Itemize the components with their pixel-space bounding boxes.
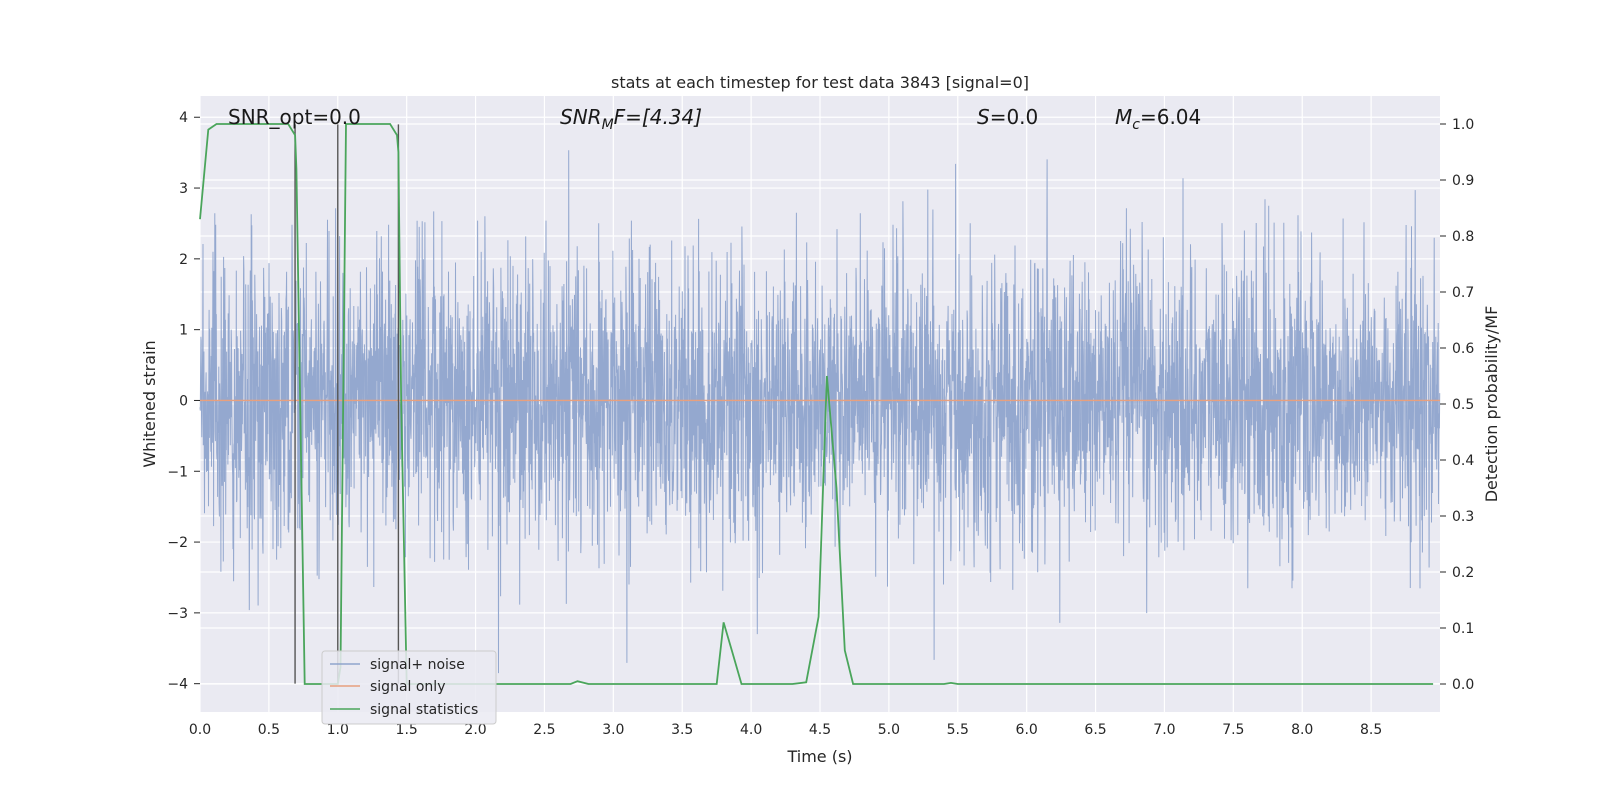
y2-tick-label: 0.4 bbox=[1452, 453, 1474, 469]
annotation-mc: Mc=6.04 bbox=[1115, 105, 1201, 133]
y-tick-label: −2 bbox=[167, 535, 188, 551]
legend: signal+ noise signal only signal statist… bbox=[321, 650, 497, 725]
x-tick-label: 6.5 bbox=[1084, 722, 1106, 738]
legend-label-signal-only: signal only bbox=[370, 679, 445, 695]
y2-tick-label: 0.1 bbox=[1452, 621, 1474, 637]
y2-tick-label: 0.7 bbox=[1452, 285, 1474, 301]
x-tick-label: 2.5 bbox=[533, 722, 555, 738]
line-signal-plus-noise bbox=[199, 150, 1441, 674]
y2-tick-label: 1.0 bbox=[1452, 117, 1474, 133]
y2-ticks: 0.0 0.1 0.2 0.3 0.4 0.5 0.6 0.7 0.8 0.9 1.0 bbox=[1440, 117, 1474, 693]
y-ticks: −4 −3 −2 −1 0 1 2 3 4 bbox=[167, 110, 200, 693]
y-tick-label: 2 bbox=[179, 252, 188, 268]
x-tick-label: 4.5 bbox=[809, 722, 831, 738]
annotation-snr-opt: SNR_opt=0.0 bbox=[228, 105, 361, 129]
series-signal-plus-noise bbox=[199, 150, 1441, 674]
x-axis-label: Time (s) bbox=[786, 747, 852, 766]
x-tick-label: 5.0 bbox=[878, 722, 900, 738]
y2-tick-label: 0.5 bbox=[1452, 397, 1474, 413]
y2-tick-label: 0.6 bbox=[1452, 341, 1474, 357]
y2-tick-label: 0.9 bbox=[1452, 173, 1474, 189]
x-tick-label: 7.0 bbox=[1153, 722, 1175, 738]
y-tick-label: 1 bbox=[179, 323, 188, 339]
legend-box bbox=[321, 650, 497, 725]
y-tick-label: −3 bbox=[167, 606, 188, 622]
x-tick-label: 1.0 bbox=[327, 722, 349, 738]
x-ticks: 0.0 0.5 1.0 1.5 2.0 2.5 3.0 3.5 4.0 4.5 5.0 5.5 6.0 6… bbox=[189, 722, 1382, 738]
y-tick-label: 0 bbox=[179, 393, 188, 409]
legend-label-signal-plus-noise: signal+ noise bbox=[370, 657, 465, 673]
annotation-s: S=0.0 bbox=[977, 105, 1038, 129]
y-tick-label: 3 bbox=[179, 181, 188, 197]
x-tick-label: 2.0 bbox=[464, 722, 486, 738]
x-tick-label: 0.5 bbox=[258, 722, 280, 738]
x-tick-label: 0.0 bbox=[189, 722, 211, 738]
y-tick-label: 4 bbox=[179, 110, 188, 126]
annotation-snr-mf: SNRMF=[4.34] bbox=[560, 105, 702, 133]
y-tick-label: −1 bbox=[167, 464, 188, 480]
chart-title: stats at each timestep for test data 384… bbox=[611, 73, 1029, 92]
y2-axis-label: Detection probability/MF bbox=[1482, 306, 1501, 503]
x-tick-label: 6.0 bbox=[1016, 722, 1038, 738]
legend-label-signal-statistics: signal statistics bbox=[370, 702, 478, 718]
y2-tick-label: 0.2 bbox=[1452, 565, 1474, 581]
x-tick-label: 5.5 bbox=[947, 722, 969, 738]
y-axis-label: Whitened strain bbox=[140, 340, 159, 467]
x-tick-label: 4.0 bbox=[740, 722, 762, 738]
y2-tick-label: 0.8 bbox=[1452, 229, 1474, 245]
x-tick-label: 7.5 bbox=[1222, 722, 1244, 738]
x-tick-label: 3.0 bbox=[602, 722, 624, 738]
y-tick-label: −4 bbox=[167, 677, 188, 693]
x-tick-label: 8.0 bbox=[1291, 722, 1313, 738]
y2-tick-label: 0.0 bbox=[1452, 677, 1474, 693]
y2-tick-label: 0.3 bbox=[1452, 509, 1474, 525]
x-tick-label: 8.5 bbox=[1360, 722, 1382, 738]
x-tick-label: 3.5 bbox=[671, 722, 693, 738]
x-tick-label: 1.5 bbox=[396, 722, 418, 738]
